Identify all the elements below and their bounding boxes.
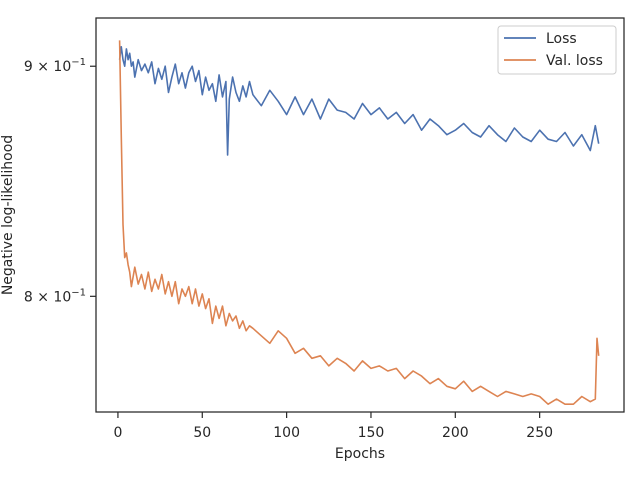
legend-label-loss: Loss: [546, 31, 577, 47]
x-tick-label: 0: [113, 425, 122, 441]
plot-lines: [118, 40, 600, 406]
series-line-loss: [118, 45, 600, 156]
x-tick-label: 150: [358, 425, 385, 441]
x-axis-label: Epochs: [335, 446, 385, 462]
y-tick-label: 9 × 10−1: [24, 57, 86, 75]
legend-label-val-loss: Val. loss: [546, 53, 603, 69]
plot-frame: [95, 17, 625, 413]
x-tick-label: 50: [193, 425, 211, 441]
y-axis-label: Negative log-likelihood: [0, 135, 16, 295]
x-tick-label: 250: [526, 425, 553, 441]
x-tick-label: 200: [442, 425, 469, 441]
x-axis-ticks: 0 50 100 150 200 250: [113, 412, 553, 441]
x-tick-label: 100: [273, 425, 300, 441]
series-line-val-loss: [118, 40, 600, 406]
y-axis-ticks: 9 × 10−1 8 × 10−1: [24, 57, 96, 305]
y-tick-label: 8 × 10−1: [24, 287, 86, 305]
legend: Loss Val. loss: [497, 25, 617, 75]
